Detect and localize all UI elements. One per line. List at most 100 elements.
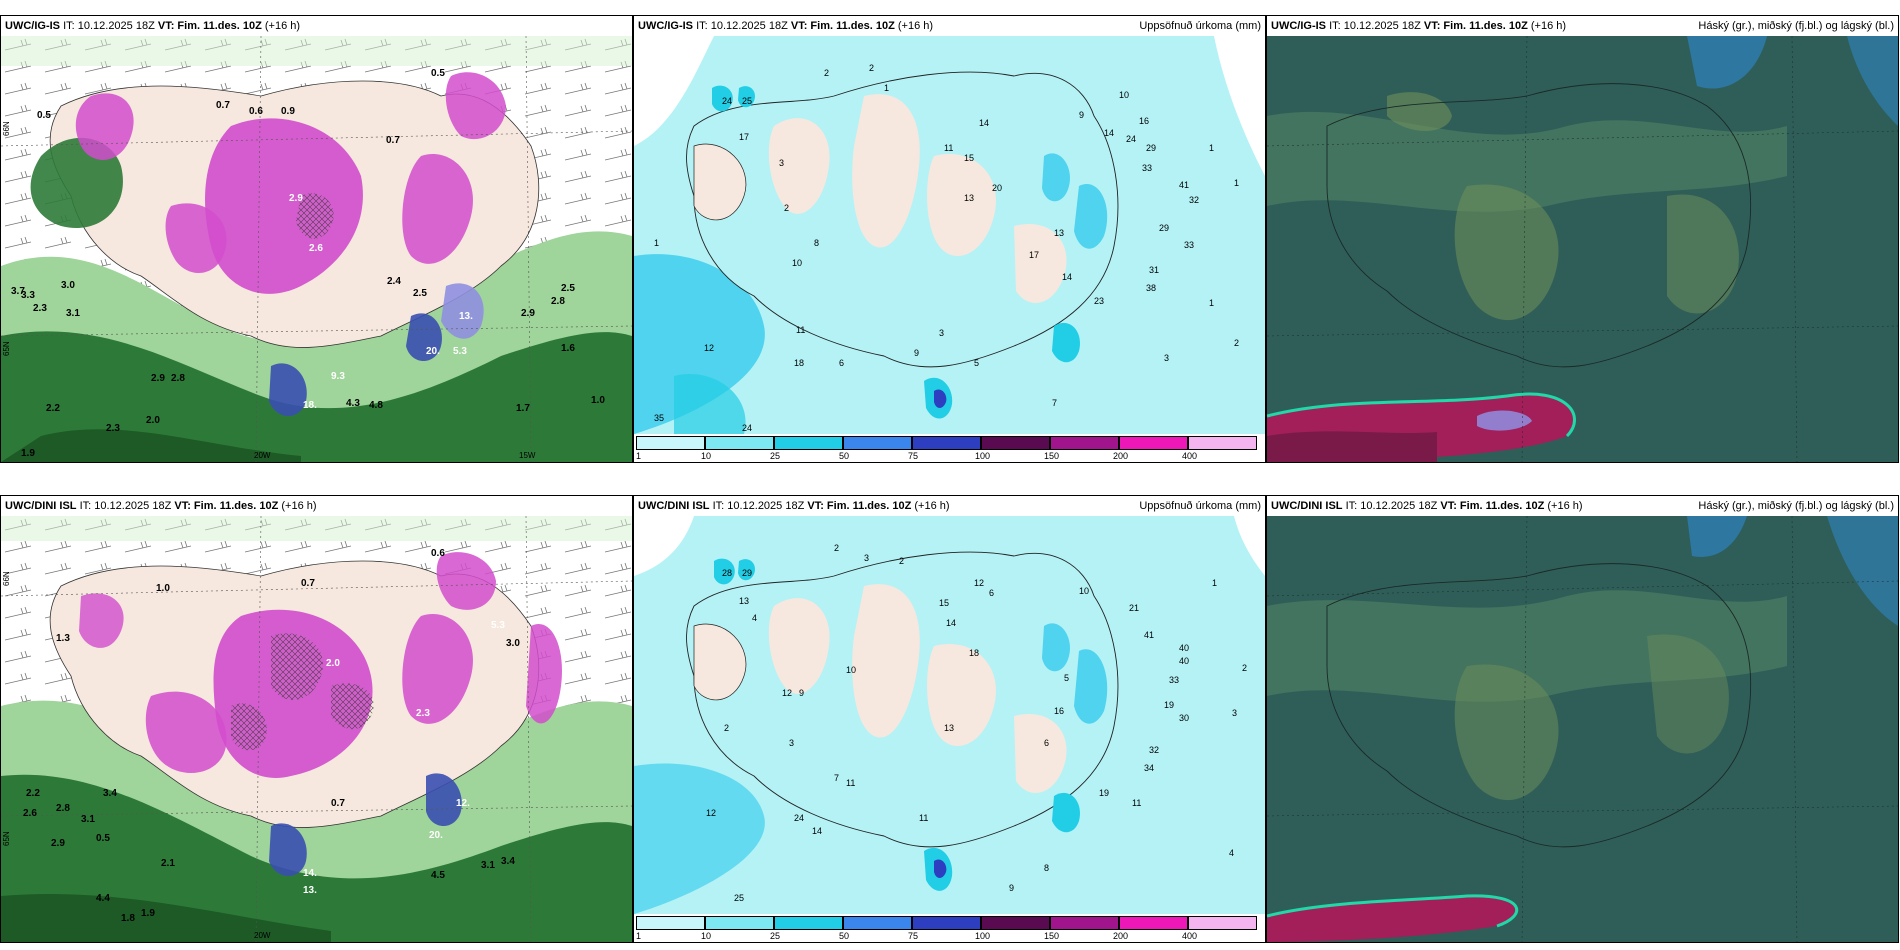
svg-text:21: 21 — [1129, 603, 1139, 613]
svg-text:24: 24 — [1126, 134, 1136, 144]
svg-text:13: 13 — [944, 723, 954, 733]
svg-text:13.: 13. — [303, 885, 317, 896]
legend-label: 1 — [636, 931, 642, 941]
svg-text:5: 5 — [1064, 673, 1069, 683]
svg-text:35: 35 — [654, 413, 664, 423]
svg-text:14: 14 — [1104, 128, 1114, 138]
field-title: Háský (gr.), miðský (fj.bl.) og lágský (… — [1698, 500, 1894, 512]
svg-text:24: 24 — [742, 423, 752, 433]
svg-text:3: 3 — [939, 328, 944, 338]
precip-legend: 1 10 25 50 75 100 150 200 400 — [634, 434, 1265, 462]
svg-text:0.9: 0.9 — [281, 106, 295, 117]
legend-label: 75 — [908, 451, 919, 461]
svg-text:2.6: 2.6 — [23, 808, 37, 819]
panel-header: UWC/DINI ISL IT: 10.12.2025 18Z VT: Fim.… — [1267, 496, 1898, 516]
svg-text:40: 40 — [1179, 656, 1189, 666]
svg-text:13: 13 — [1054, 228, 1064, 238]
svg-text:29: 29 — [1146, 143, 1156, 153]
svg-text:31: 31 — [1149, 265, 1159, 275]
svg-text:29: 29 — [742, 568, 752, 578]
svg-text:16: 16 — [1139, 116, 1149, 126]
svg-text:0.5: 0.5 — [37, 110, 51, 121]
svg-text:20.: 20. — [426, 346, 440, 357]
legend-label: 200 — [1113, 451, 1129, 461]
svg-text:11: 11 — [796, 325, 805, 335]
legend-label: 150 — [1044, 451, 1060, 461]
init-time: IT: 10.12.2025 18Z — [79, 500, 172, 512]
svg-text:2.9: 2.9 — [51, 838, 65, 849]
svg-text:33: 33 — [1142, 163, 1152, 173]
svg-text:12.: 12. — [456, 798, 470, 809]
svg-text:2.9: 2.9 — [521, 308, 535, 319]
svg-text:10: 10 — [846, 665, 856, 675]
legend-label: 1 — [636, 451, 642, 461]
legend-swatch — [705, 916, 774, 930]
svg-text:12: 12 — [706, 808, 716, 818]
svg-text:0.7: 0.7 — [331, 798, 345, 809]
svg-text:2: 2 — [1242, 663, 1247, 673]
precip-legend: 1 10 25 50 75 100 150 200 400 — [634, 914, 1265, 942]
lead-time: (+16 h) — [1547, 500, 1583, 512]
valid-time-label: VT: — [1423, 20, 1441, 32]
svg-text:3.0: 3.0 — [506, 638, 520, 649]
svg-text:1.6: 1.6 — [561, 343, 575, 354]
svg-text:2: 2 — [824, 68, 829, 78]
accumulated-precip-map: 2 3 2 28 29 13 12 3 4 2 12 9 7 11 10 15 … — [634, 516, 1265, 914]
panel-header: UWC/IG-IS IT: 10.12.2025 18Z VT: Fim. 11… — [1, 16, 632, 36]
lead-time: (+16 h) — [897, 20, 934, 32]
svg-text:4.4: 4.4 — [96, 893, 110, 904]
svg-text:32: 32 — [1149, 745, 1159, 755]
field-title: Uppsöfnuð úrkoma (mm) — [1139, 20, 1261, 32]
svg-text:4.5: 4.5 — [431, 870, 445, 881]
legend-swatch — [1119, 436, 1188, 450]
svg-text:1.3: 1.3 — [56, 633, 70, 644]
legend-swatch — [912, 916, 981, 930]
svg-text:3.1: 3.1 — [481, 860, 495, 871]
svg-text:13.: 13. — [459, 311, 473, 322]
precip-values: 0.5 0.7 0.6 0.9 0.7 0.5 2.9 2.6 3.0 2.4 … — [11, 68, 605, 459]
panel-header: UWC/DINI ISL IT: 10.12.2025 18Z VT: Fim.… — [1, 496, 632, 516]
svg-text:34: 34 — [1144, 763, 1154, 773]
svg-text:1.0: 1.0 — [591, 395, 605, 406]
svg-text:18.: 18. — [303, 400, 317, 411]
panel-header: UWC/DINI ISL IT: 10.12.2025 18Z VT: Fim.… — [634, 496, 1265, 516]
legend-swatch — [1188, 916, 1257, 930]
svg-text:13: 13 — [964, 193, 974, 203]
panel-header: UWC/IG-IS IT: 10.12.2025 18Z VT: Fim. 11… — [634, 16, 1265, 36]
svg-text:30: 30 — [1179, 713, 1189, 723]
svg-text:1: 1 — [1212, 578, 1217, 588]
svg-text:8: 8 — [814, 238, 819, 248]
svg-text:19: 19 — [1164, 700, 1174, 710]
svg-text:29: 29 — [1159, 223, 1169, 233]
svg-text:1.9: 1.9 — [141, 908, 155, 919]
svg-text:17: 17 — [1029, 250, 1039, 260]
svg-text:2.4: 2.4 — [387, 276, 401, 287]
svg-text:32: 32 — [1189, 195, 1199, 205]
accumulated-precip-map: 2 2 1 24 25 17 1 12 35 24 3 10 8 2 11 18… — [634, 36, 1265, 434]
svg-text:0.7: 0.7 — [386, 135, 400, 146]
legend-swatch — [1050, 436, 1119, 450]
svg-text:0.6: 0.6 — [249, 106, 263, 117]
legend-swatch — [912, 436, 981, 450]
lead-time: (+16 h) — [281, 500, 317, 512]
svg-text:2.9: 2.9 — [289, 193, 303, 204]
svg-text:12: 12 — [974, 578, 984, 588]
svg-text:2.8: 2.8 — [551, 296, 565, 307]
svg-text:6: 6 — [1044, 738, 1049, 748]
svg-text:1: 1 — [884, 83, 889, 93]
init-time: IT: 10.12.2025 18Z — [1345, 500, 1438, 512]
legend-swatch — [705, 436, 774, 450]
svg-text:6: 6 — [989, 588, 994, 598]
svg-text:2.3: 2.3 — [33, 303, 47, 314]
lon-label-20w: 20W — [254, 931, 271, 940]
legend-label: 25 — [770, 931, 781, 941]
svg-text:2.5: 2.5 — [561, 283, 575, 294]
svg-text:40: 40 — [1179, 643, 1189, 653]
valid-time: Fim. 11.des. 10Z — [826, 500, 912, 512]
legend-swatch — [774, 436, 843, 450]
svg-text:13: 13 — [739, 596, 749, 606]
svg-text:14: 14 — [812, 826, 822, 836]
legend-swatch — [843, 916, 912, 930]
lat-label-65n: 65N — [2, 831, 11, 846]
precip-wind-map: 20W 66N 65N 0.6 1.0 0.7 2.0 3.0 2.2 2.6 … — [1, 516, 632, 942]
